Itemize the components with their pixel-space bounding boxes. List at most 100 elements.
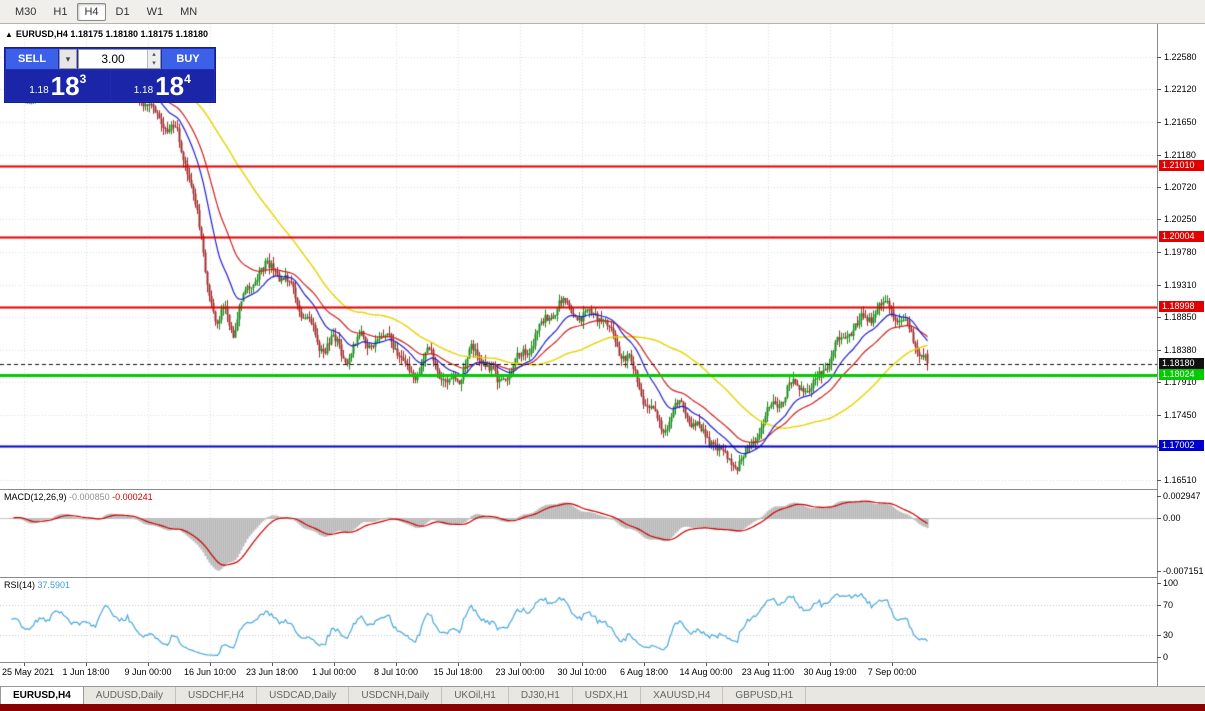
time-tick-mark [892, 663, 893, 666]
time-tick-mark [210, 663, 211, 666]
timeframe-button-h1[interactable]: H1 [53, 5, 68, 18]
lot-size-input[interactable]: 3.00 ▴ ▾ [78, 49, 161, 69]
buy-button[interactable]: BUY [162, 49, 214, 69]
axis-tick-mark [1157, 252, 1161, 254]
time-tick-mark [768, 663, 769, 666]
lot-increase-button[interactable]: ▴ [148, 50, 160, 59]
axis-tick-mark [1157, 57, 1161, 59]
axis-tick-mark [1157, 414, 1161, 416]
axis-tick-mark [1157, 186, 1161, 188]
price-level-badge: 1.17002 [1159, 439, 1204, 451]
bottom-accent-strip [0, 704, 1205, 711]
price-level-badge: 1.18180 [1159, 357, 1204, 369]
sell-button[interactable]: SELL [6, 49, 58, 69]
bid-price-display[interactable]: 1.18 18 3 [6, 70, 110, 101]
rsi-axis-label: 0 [1163, 652, 1169, 662]
ask-big-figure: 18 [155, 71, 185, 101]
chart-tab-usdx-h1[interactable]: USDX,H1 [573, 687, 642, 704]
price-axis[interactable]: 1.22580 1.22120 1.21650 1.21180 1.20720 1.202… [1158, 24, 1205, 686]
time-tick-label: 23 Jun 18:00 [245, 667, 299, 677]
macd-axis-label: -0.007151 [1163, 566, 1204, 576]
chart-tab-dj30-h1[interactable]: DJ30,H1 [509, 687, 573, 704]
macd-label: MACD(12,26,9) -0.000850 -0.000241 [4, 492, 153, 502]
macd-axis-label: 0.002947 [1163, 491, 1201, 501]
time-axis[interactable]: 25 May 2021 1 Jun 18:00 9 Jun 00:00 16 Jun … [0, 663, 1157, 686]
chart-tab-usdcnh-daily[interactable]: USDCNH,Daily [349, 687, 443, 704]
time-tick-label: 25 May 2021 [2, 667, 55, 677]
rsi-axis-label: 30 [1163, 629, 1174, 640]
collapse-panel-icon[interactable]: ▲ [5, 30, 13, 39]
price-tick-label: 1.21180 [1164, 149, 1196, 160]
time-tick-label: 30 Aug 19:00 [803, 667, 857, 677]
time-tick-mark [86, 663, 87, 666]
timeframe-button-mn[interactable]: MN [180, 5, 198, 18]
axis-tick-mark [1157, 657, 1161, 658]
chart-tab-gbpusd-h1[interactable]: GBPUSD,H1 [723, 687, 807, 704]
time-tick-mark [706, 663, 707, 666]
time-tick-label: 16 Jun 10:00 [183, 667, 237, 677]
chart-tab-audusd-daily[interactable]: AUDUSD,Daily [84, 687, 177, 704]
axis-tick-mark [1157, 89, 1161, 91]
price-tick-label: 1.17910 [1164, 377, 1197, 388]
rsi-axis-label: 100 [1163, 578, 1179, 588]
axis-tick-mark [1157, 121, 1161, 123]
time-tick-label: 30 Jul 10:00 [557, 667, 607, 677]
price-tick-label: 1.20250 [1164, 214, 1197, 225]
panel-separator [0, 662, 1157, 663]
time-tick-mark [334, 663, 335, 666]
chart-tab-usdcad-daily[interactable]: USDCAD,Daily [257, 687, 350, 704]
price-tick-label: 1.18380 [1164, 344, 1197, 355]
time-tick-label: 23 Aug 11:00 [741, 667, 795, 677]
panel-separator[interactable] [0, 489, 1157, 490]
ask-price-display[interactable]: 1.18 18 4 [110, 70, 214, 101]
price-tick-label: 1.21650 [1164, 116, 1197, 127]
axis-tick-mark [1157, 316, 1161, 318]
axis-tick-mark [1157, 154, 1161, 156]
time-tick-label: 8 Jul 10:00 [373, 667, 419, 677]
timeframe-button-m30[interactable]: M30 [15, 5, 37, 18]
time-tick-label: 15 Jul 18:00 [433, 667, 483, 677]
time-tick-label: 23 Jul 00:00 [495, 667, 545, 677]
axis-tick-mark [1157, 634, 1161, 636]
time-tick-mark [272, 663, 273, 666]
price-level-badge: 1.18024 [1159, 368, 1204, 380]
rsi-indicator-panel[interactable] [0, 578, 1157, 662]
macd-indicator-panel[interactable] [0, 490, 1157, 577]
price-tick-label: 1.17450 [1164, 409, 1197, 420]
timeframe-button-w1[interactable]: W1 [146, 5, 164, 18]
chart-tab-eurusd-h4[interactable]: EURUSD,H4 [0, 687, 84, 704]
rsi-axis-label: 70 [1163, 600, 1174, 611]
axis-tick-mark [1157, 517, 1161, 519]
price-tick-label: 1.19310 [1164, 279, 1197, 290]
chart-tabs-bar: EURUSD,H4 AUDUSD,Daily USDCHF,H4 USDCAD,Dai… [0, 686, 1205, 704]
price-tick-label: 1.22580 [1164, 52, 1197, 63]
time-tick-label: 9 Jun 00:00 [124, 667, 172, 677]
ohlc-text: EURUSD,H4 1.18175 1.18180 1.18175 1.1818… [15, 29, 209, 39]
price-tick-label: 1.16510 [1164, 475, 1197, 486]
axis-tick-mark [1157, 583, 1161, 584]
chart-tab-ukoil-h1[interactable]: UKOil,H1 [442, 687, 509, 704]
axis-tick-mark [1157, 480, 1161, 482]
timeframe-button-d1[interactable]: D1 [115, 5, 130, 18]
chevron-down-icon: ▾ [65, 53, 71, 64]
time-tick-mark [458, 663, 459, 666]
price-tick-label: 1.18850 [1164, 311, 1197, 322]
bid-prefix: 1.18 [29, 85, 49, 96]
price-level-badge: 1.18998 [1159, 300, 1204, 312]
panel-separator[interactable] [0, 577, 1157, 578]
axis-tick-mark [1157, 284, 1161, 286]
one-click-trading-panel: SELL ▾ 3.00 ▴ ▾ BUY 1.18 18 3 1.18 18 4 [4, 47, 216, 103]
time-tick-mark [396, 663, 397, 666]
lot-size-value: 3.00 [101, 52, 125, 66]
lot-decrease-button[interactable]: ▾ [148, 59, 160, 68]
macd-axis-label: 0.00 [1163, 512, 1181, 523]
timeframe-button-h4[interactable]: H4 [77, 2, 106, 21]
chart-tab-xauusd-h4[interactable]: XAUUSD,H4 [641, 687, 724, 704]
axis-tick-mark [1157, 219, 1161, 221]
axis-tick-mark [1157, 605, 1161, 607]
time-tick-label: 14 Aug 00:00 [679, 667, 733, 677]
order-type-dropdown[interactable]: ▾ [59, 49, 77, 69]
rsi-label: RSI(14) 37.5901 [4, 580, 71, 590]
chart-tab-usdchf-h4[interactable]: USDCHF,H4 [176, 687, 258, 704]
axis-tick-mark [1157, 349, 1161, 351]
